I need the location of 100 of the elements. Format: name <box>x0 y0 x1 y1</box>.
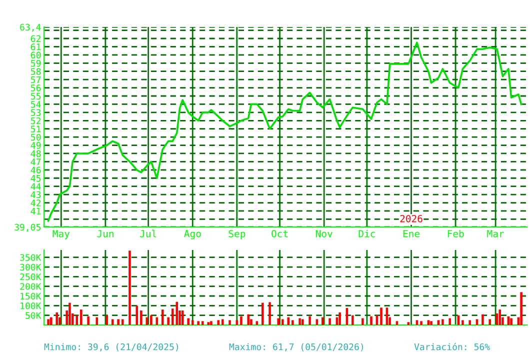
bar <box>96 317 98 325</box>
bar <box>121 319 124 325</box>
bar <box>228 320 231 325</box>
bar <box>268 302 271 325</box>
y-tick-label: 62 <box>30 35 40 42</box>
x-tick-label: Ago <box>184 230 201 240</box>
bar <box>510 318 512 325</box>
y-tick-label: 55 <box>30 92 40 100</box>
bar <box>520 292 522 325</box>
bar <box>430 321 432 325</box>
y-tick-label: 47 <box>30 158 41 166</box>
bar <box>146 317 148 325</box>
y-tick-label: 59 <box>30 60 41 67</box>
bar <box>171 308 174 325</box>
bar <box>106 315 108 325</box>
bar <box>338 312 341 325</box>
y-tick-label: 57 <box>30 76 41 84</box>
y-tick-label: 60 <box>30 52 41 59</box>
bar <box>380 308 382 325</box>
bar <box>427 320 430 325</box>
y-tick-label: 150K <box>20 292 42 300</box>
text: Maximo: 61,7 (05/01/2026) <box>229 343 363 352</box>
bar <box>156 317 158 325</box>
bar <box>201 321 204 325</box>
bar <box>298 318 301 325</box>
text: Variación: 56% <box>414 342 490 350</box>
x-tick-label: Nov <box>316 230 332 238</box>
y-tick-label: 42 <box>30 200 40 206</box>
y-tick-label: 50 <box>30 134 41 141</box>
bar <box>416 320 418 325</box>
y-tick-label: 100K <box>20 302 42 310</box>
x-tick-label: Sep <box>228 230 246 240</box>
y-tick-label: 46 <box>30 166 41 174</box>
bar <box>117 319 120 325</box>
bar <box>181 310 184 325</box>
bar <box>56 312 58 325</box>
bar <box>322 317 324 325</box>
bar <box>140 310 142 325</box>
bar <box>80 310 82 325</box>
bar <box>150 315 152 325</box>
x-tick-label: Jun <box>97 230 114 238</box>
bar <box>277 318 280 325</box>
y-tick-label: 250K <box>20 273 42 280</box>
bar <box>76 315 78 325</box>
bar <box>207 322 210 325</box>
bar <box>437 320 440 325</box>
bar <box>482 314 484 325</box>
bar <box>302 319 304 325</box>
bar <box>292 320 294 325</box>
y-tick-label: 58 <box>30 68 41 75</box>
bar <box>128 250 131 325</box>
bar <box>498 310 501 325</box>
bar <box>187 318 190 325</box>
bar <box>328 318 331 325</box>
bar <box>210 321 212 325</box>
bar <box>476 319 478 325</box>
y-tick-label: 63,4 <box>20 24 41 32</box>
bar <box>221 319 224 325</box>
x-tick-label: Ene <box>403 230 420 238</box>
text: Minimo: 39,6 (21/04/2025) <box>44 343 178 352</box>
bar <box>362 318 364 325</box>
x-tick-label: Jul <box>140 230 156 238</box>
x-tick-label: Feb <box>448 230 464 238</box>
bar <box>442 319 444 325</box>
y-tick-label: 56 <box>30 84 41 92</box>
x-tick-label: Dic <box>358 230 375 238</box>
y-tick-label: 43 <box>30 191 41 198</box>
bar <box>247 314 250 325</box>
bar <box>240 316 242 325</box>
y-tick-label: 300K <box>20 264 42 271</box>
y-tick-label: 44 <box>30 183 41 190</box>
y-tick-label: 45 <box>30 175 40 182</box>
bar <box>488 319 491 325</box>
line-series <box>47 42 522 222</box>
bar <box>396 321 398 325</box>
bar <box>261 302 264 325</box>
y-tick-label: 52 <box>30 117 40 124</box>
y-tick-label: 53 <box>30 109 41 116</box>
bar <box>136 306 138 325</box>
annotation: 2026 <box>400 214 422 222</box>
y-tick-label: 51 <box>30 126 41 132</box>
bar <box>68 302 71 325</box>
x-tick-label: Oct <box>272 230 288 238</box>
bar <box>370 316 372 325</box>
bar <box>191 320 194 325</box>
bar <box>167 317 170 325</box>
bar <box>448 318 451 325</box>
y-tick-label: 54 <box>30 101 41 108</box>
bar <box>111 319 114 325</box>
bar <box>236 320 238 325</box>
bar <box>316 319 318 325</box>
bar <box>87 316 90 325</box>
bar <box>197 321 200 325</box>
bar <box>282 319 284 325</box>
y-tick-label: 48 <box>30 150 41 158</box>
y-tick-label: 61 <box>30 43 41 50</box>
x-tick-label: May <box>52 230 70 240</box>
bar <box>420 321 422 325</box>
y-tick-label: 200K <box>20 283 42 290</box>
bar <box>308 316 311 325</box>
